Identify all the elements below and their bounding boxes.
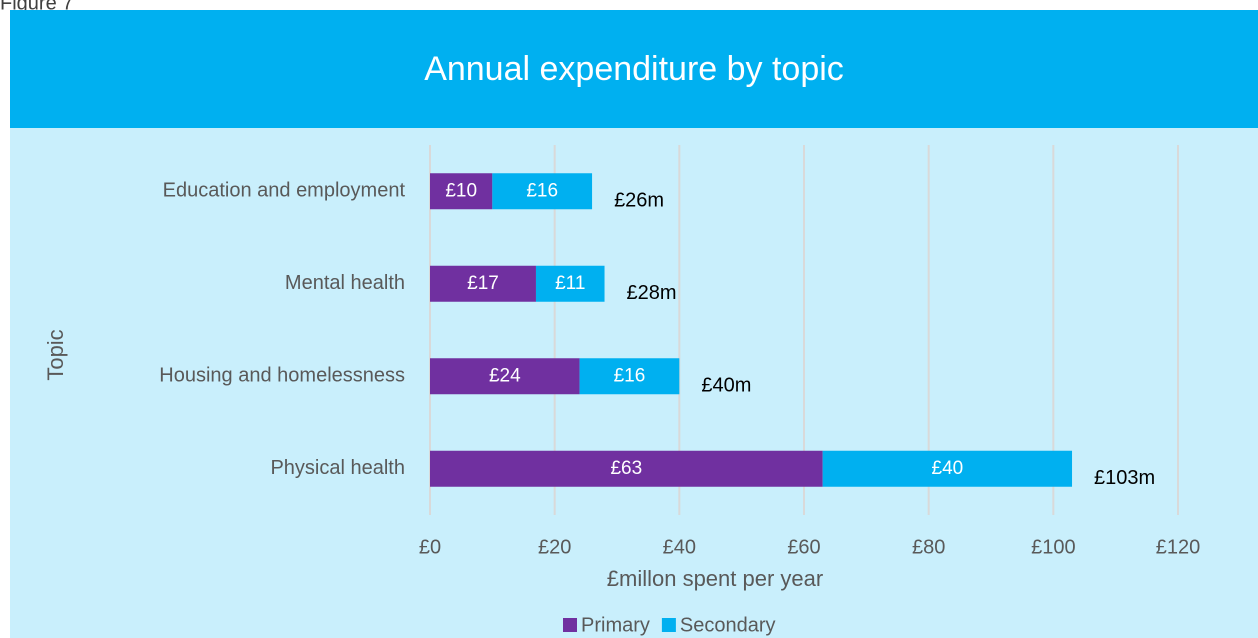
data-label: £63: [610, 458, 642, 479]
x-tick-label: £0: [419, 536, 441, 558]
legend-swatch: [661, 618, 676, 632]
bar-segment: [430, 173, 493, 210]
total-label: £26m: [614, 190, 664, 212]
total-label: £40m: [701, 375, 751, 397]
total-label: £28m: [627, 282, 677, 304]
legend-label: Primary: [581, 614, 650, 636]
bar-segment: [430, 450, 823, 487]
y-tick-label: Physical health: [270, 457, 405, 479]
bar-segment: [430, 358, 580, 395]
title-band: [10, 10, 1258, 128]
x-tick-label: £20: [538, 536, 571, 558]
y-tick-label: Mental health: [285, 272, 405, 294]
bar-segment: [535, 265, 605, 302]
y-axis-label: Topic: [43, 329, 68, 380]
data-label: £17: [467, 273, 499, 294]
bar-segment: [822, 450, 1073, 487]
x-tick-label: £120: [1156, 536, 1201, 558]
x-tick-label: £100: [1031, 536, 1076, 558]
bar-segment: [430, 265, 536, 302]
x-tick-label: £80: [912, 536, 945, 558]
chart-title: Annual expenditure by topic: [424, 50, 844, 88]
bar-segment: [579, 358, 680, 395]
data-label: £11: [555, 273, 585, 294]
legend-label: Secondary: [680, 614, 776, 636]
data-label: £40: [932, 458, 964, 479]
data-label: £16: [614, 365, 646, 386]
x-axis-label: £millon spent per year: [607, 566, 823, 591]
data-label: £24: [489, 365, 521, 386]
y-tick-label: Housing and homelessness: [159, 365, 405, 387]
bar-segment: [492, 173, 593, 210]
x-tick-label: £60: [787, 536, 820, 558]
data-label: £16: [526, 180, 558, 201]
x-tick-label: £40: [663, 536, 696, 558]
data-label: £10: [445, 180, 477, 201]
total-label: £103m: [1094, 467, 1155, 489]
legend-swatch: [563, 618, 577, 632]
y-tick-label: Education and employment: [163, 180, 406, 202]
